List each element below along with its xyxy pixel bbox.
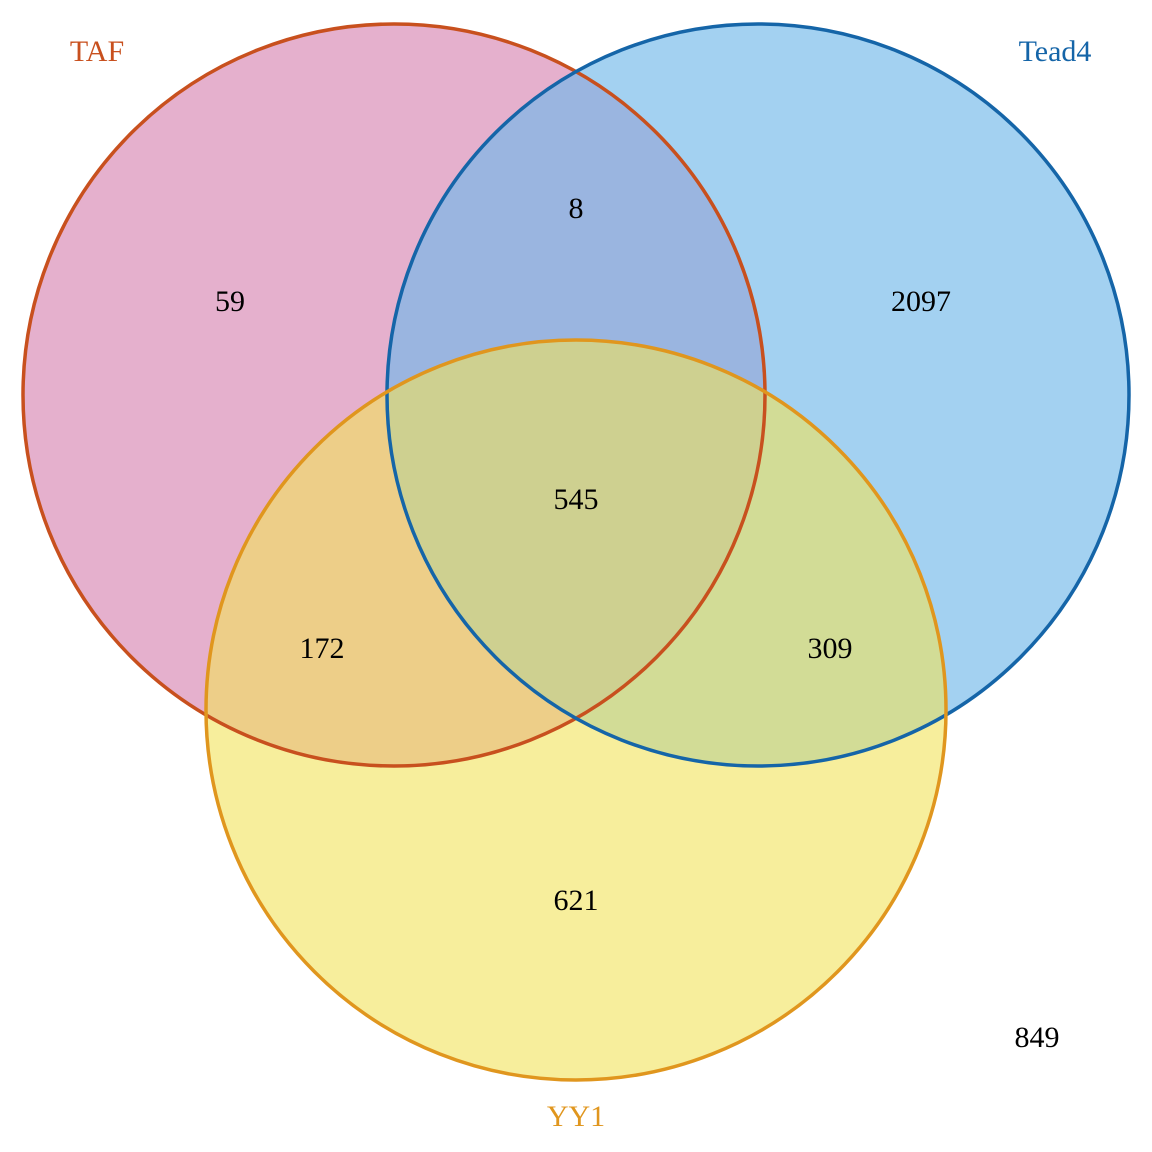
yy1-circle-outline — [204, 338, 948, 1082]
tead4-circle-outline — [385, 22, 1131, 768]
taf-yy1-count: 172 — [300, 632, 345, 665]
yy1-set-label: YY1 — [547, 1100, 605, 1133]
yy1-circle-fill — [206, 340, 946, 1080]
yy1-only-count: 621 — [554, 884, 599, 917]
outside-count: 849 — [1015, 1021, 1060, 1054]
taf-circle-outline — [21, 22, 767, 768]
all-three-count: 545 — [554, 483, 599, 516]
tead4-yy1-count: 309 — [808, 632, 853, 665]
taf-set-label: TAF — [70, 35, 124, 68]
tead4-set-label: Tead4 — [1019, 35, 1092, 68]
taf-tead4-count: 8 — [569, 192, 584, 225]
tead4-only-count: 2097 — [891, 285, 951, 318]
taf-only-count: 59 — [215, 285, 245, 318]
